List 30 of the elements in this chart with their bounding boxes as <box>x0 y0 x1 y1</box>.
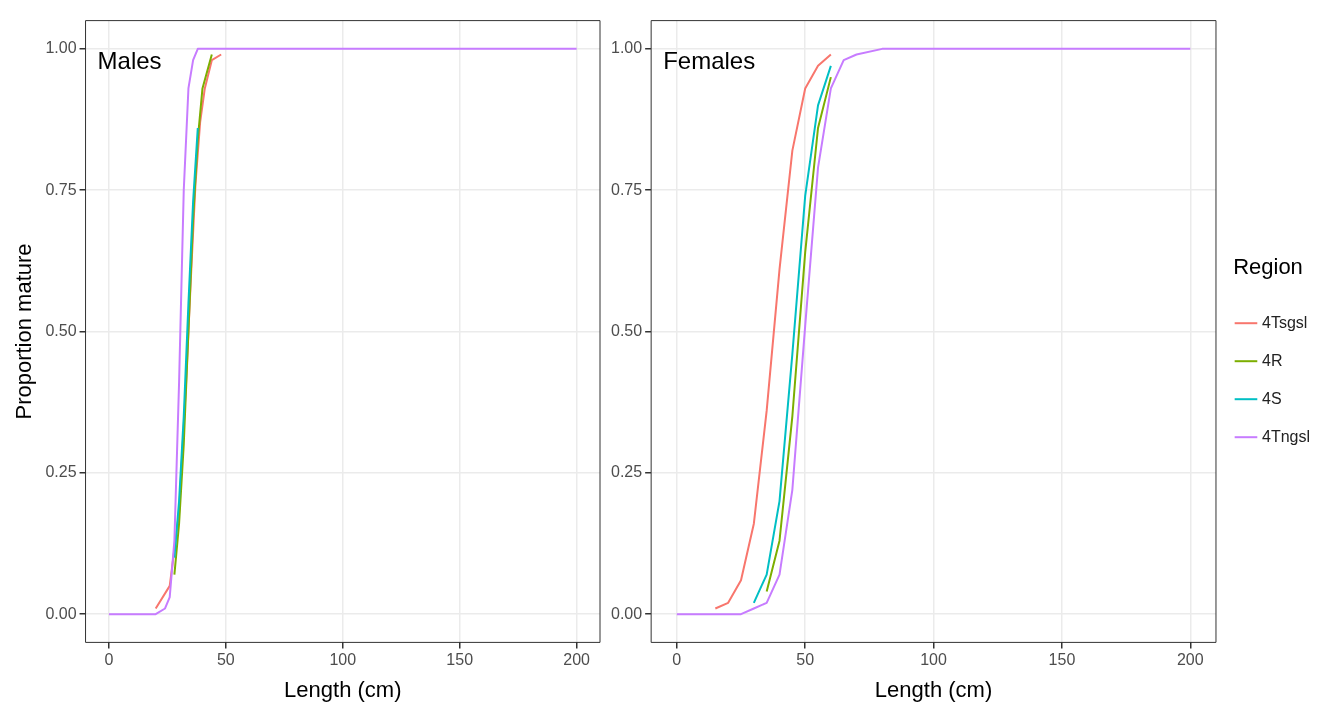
y-axis-title: Proportion mature <box>11 243 37 420</box>
text: Males <box>97 47 162 75</box>
legend-label: 4Tngsl <box>1261 427 1311 445</box>
legend-title: Region <box>1233 253 1303 279</box>
y-tick-label: 0.75 <box>611 180 643 198</box>
y-tick-label: 1.00 <box>45 39 77 57</box>
x-tick-label: 200 <box>563 651 591 669</box>
legend-label: 4R <box>1261 351 1283 369</box>
x-tick-label: 0 <box>104 651 114 669</box>
y-tick-label: 0.50 <box>611 321 643 339</box>
x-axis-title: Length (cm) <box>284 676 402 702</box>
y-tick-label: 0.75 <box>45 180 77 198</box>
text: Females <box>663 47 756 75</box>
y-tick-label: 0.25 <box>45 463 77 481</box>
y-tick-label: 0.25 <box>611 463 643 481</box>
x-tick-label: 50 <box>796 651 815 669</box>
x-tick-label: 200 <box>1176 651 1204 669</box>
x-tick-label: 50 <box>216 651 235 669</box>
legend-label: 4S <box>1261 389 1282 407</box>
x-tick-label: 150 <box>1048 651 1076 669</box>
x-axis-title: Length (cm) <box>874 676 993 702</box>
y-tick-label: 1.00 <box>611 39 643 57</box>
y-tick-label: 0.00 <box>611 604 643 622</box>
x-tick-label: 100 <box>920 651 947 669</box>
x-tick-label: 150 <box>446 651 474 669</box>
y-tick-label: 0.00 <box>45 604 77 622</box>
y-tick-label: 0.50 <box>45 321 77 339</box>
x-tick-label: 100 <box>329 651 357 669</box>
legend-label: 4Tsgsl <box>1261 313 1308 331</box>
x-tick-label: 0 <box>672 651 682 669</box>
